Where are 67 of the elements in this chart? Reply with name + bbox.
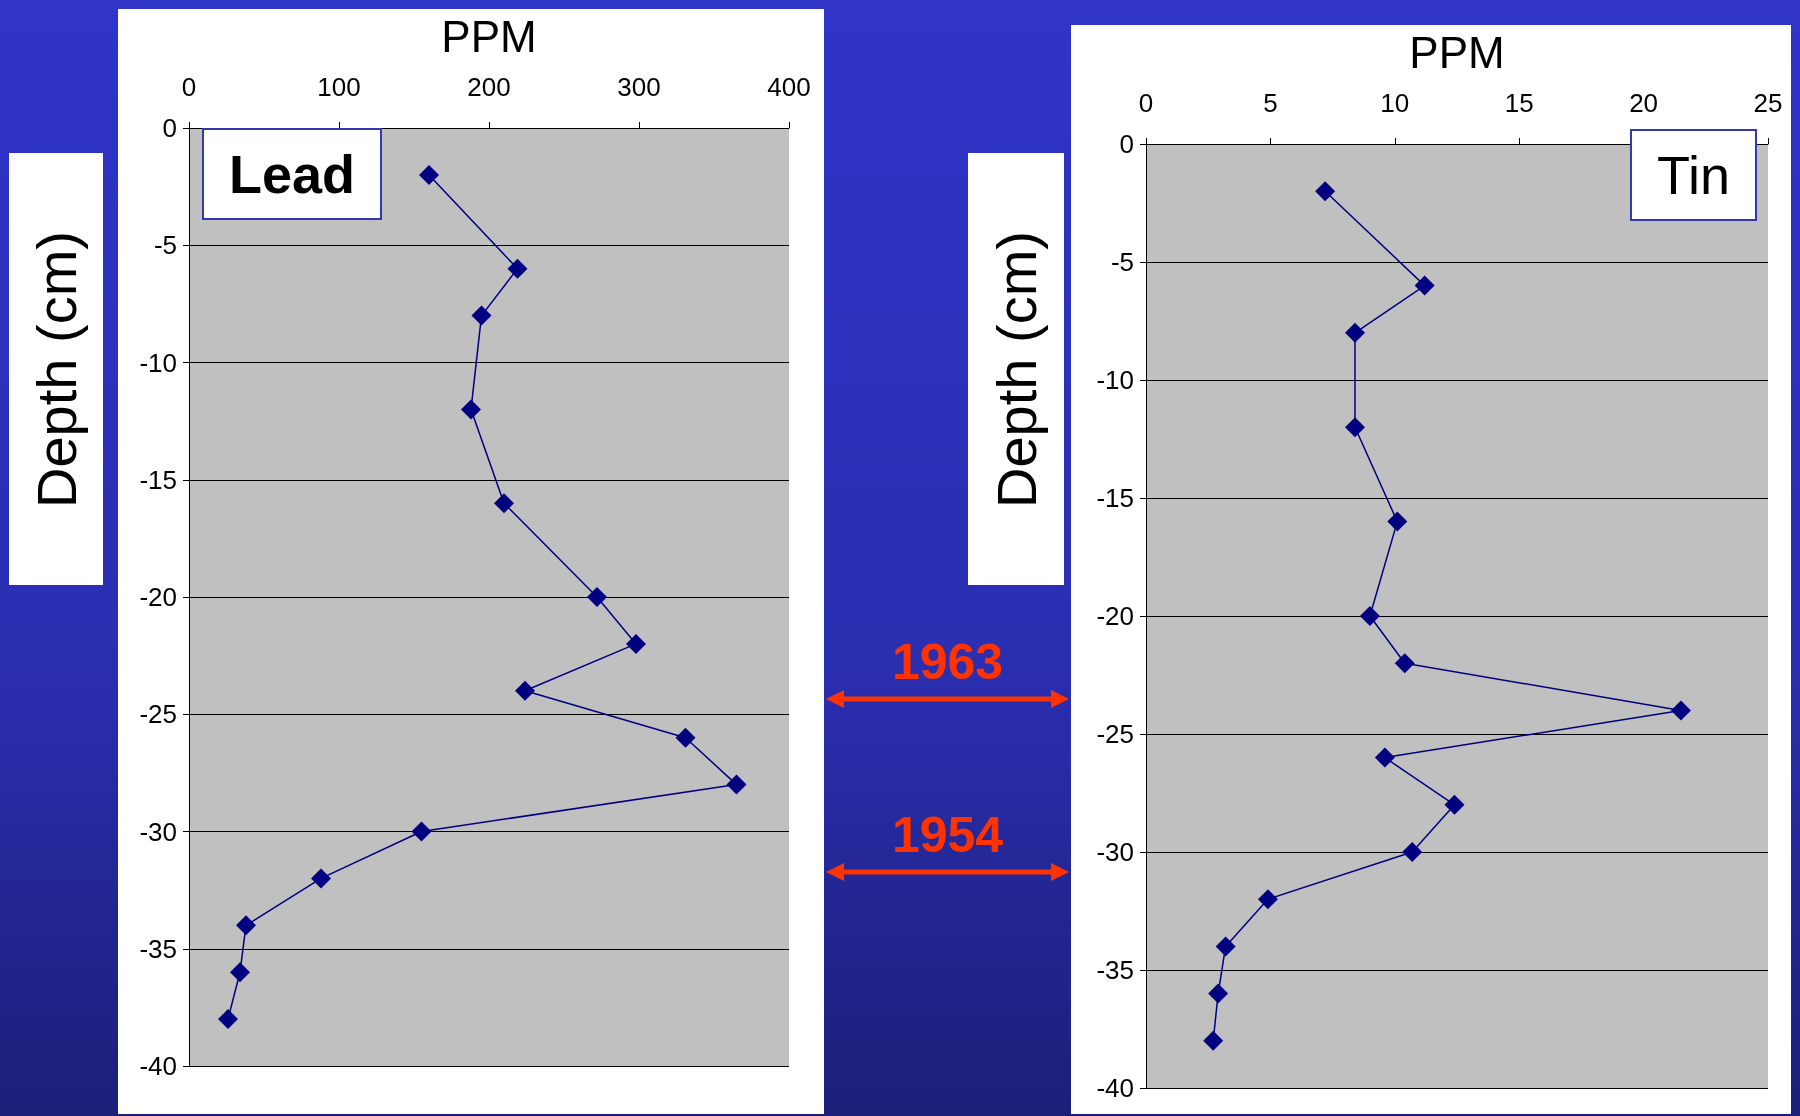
point bbox=[1215, 936, 1236, 957]
y-tick-label: -20 bbox=[1096, 601, 1134, 631]
chart-title: Lead bbox=[229, 144, 356, 204]
point bbox=[230, 962, 250, 983]
y-tick-label: -40 bbox=[139, 1051, 177, 1081]
y-tick-label: -10 bbox=[1096, 365, 1134, 395]
point bbox=[626, 633, 646, 654]
y-tick-label: -40 bbox=[1096, 1073, 1134, 1103]
point bbox=[675, 727, 696, 748]
point bbox=[1315, 181, 1336, 202]
text: 1963 bbox=[890, 633, 1005, 691]
point bbox=[411, 821, 432, 842]
y-tick-label: -10 bbox=[139, 347, 177, 378]
point bbox=[1394, 653, 1415, 674]
point bbox=[1257, 889, 1278, 910]
y-tick-label: -35 bbox=[1096, 955, 1134, 985]
chart-title: Tin bbox=[1656, 145, 1730, 205]
y-tick-label: -5 bbox=[153, 230, 177, 261]
point bbox=[1387, 511, 1408, 532]
point bbox=[1670, 700, 1691, 721]
y-tick-label: 0 bbox=[1119, 129, 1134, 159]
point bbox=[515, 680, 535, 701]
x-tick-label: 25 bbox=[1753, 88, 1783, 118]
point bbox=[471, 305, 492, 326]
point bbox=[507, 258, 528, 279]
point bbox=[461, 399, 481, 420]
point bbox=[218, 1009, 238, 1030]
y-axis-title: Depth (cm) bbox=[23, 230, 89, 508]
x-tick-label: 0 bbox=[181, 72, 197, 102]
y-tick-label: 0 bbox=[162, 113, 177, 143]
x-tick-label: 0 bbox=[1138, 88, 1154, 118]
point bbox=[587, 587, 607, 607]
y-tick-label: -25 bbox=[139, 699, 177, 730]
x-axis-title: PPM bbox=[441, 11, 537, 61]
x-tick-label: 200 bbox=[467, 72, 511, 102]
x-tick-label: 100 bbox=[317, 72, 361, 102]
y-tick-label: -25 bbox=[1096, 719, 1134, 749]
point bbox=[311, 868, 331, 889]
y-tick-label: -30 bbox=[139, 816, 177, 847]
point bbox=[1374, 747, 1395, 768]
y-axis-title: Depth (cm) bbox=[983, 230, 1049, 508]
point bbox=[1359, 606, 1380, 626]
x-axis-title: PPM bbox=[1409, 27, 1505, 77]
point bbox=[1344, 322, 1365, 343]
point bbox=[1208, 983, 1229, 1004]
y-tick-label: -15 bbox=[1096, 483, 1134, 513]
y-tick-label: -5 bbox=[1110, 247, 1134, 277]
point bbox=[419, 164, 439, 185]
x-tick-label: 10 bbox=[1380, 88, 1410, 118]
x-tick-label: 15 bbox=[1504, 88, 1534, 118]
text: 1954 bbox=[890, 806, 1005, 864]
x-tick-label: 300 bbox=[617, 72, 661, 102]
x-tick-label: 400 bbox=[767, 72, 811, 102]
point bbox=[1344, 417, 1365, 438]
point bbox=[1402, 842, 1423, 862]
point bbox=[494, 493, 514, 514]
y-tick-label: -15 bbox=[139, 464, 177, 495]
x-tick-label: 5 bbox=[1263, 88, 1278, 118]
point bbox=[1444, 794, 1465, 815]
x-tick-label: 20 bbox=[1629, 88, 1659, 118]
point bbox=[1414, 275, 1435, 296]
y-tick-label: -30 bbox=[1096, 837, 1134, 867]
point bbox=[726, 774, 747, 795]
y-tick-label: -20 bbox=[139, 582, 177, 612]
y-tick-label: -35 bbox=[139, 933, 177, 964]
point bbox=[236, 915, 256, 936]
point bbox=[1203, 1030, 1224, 1051]
